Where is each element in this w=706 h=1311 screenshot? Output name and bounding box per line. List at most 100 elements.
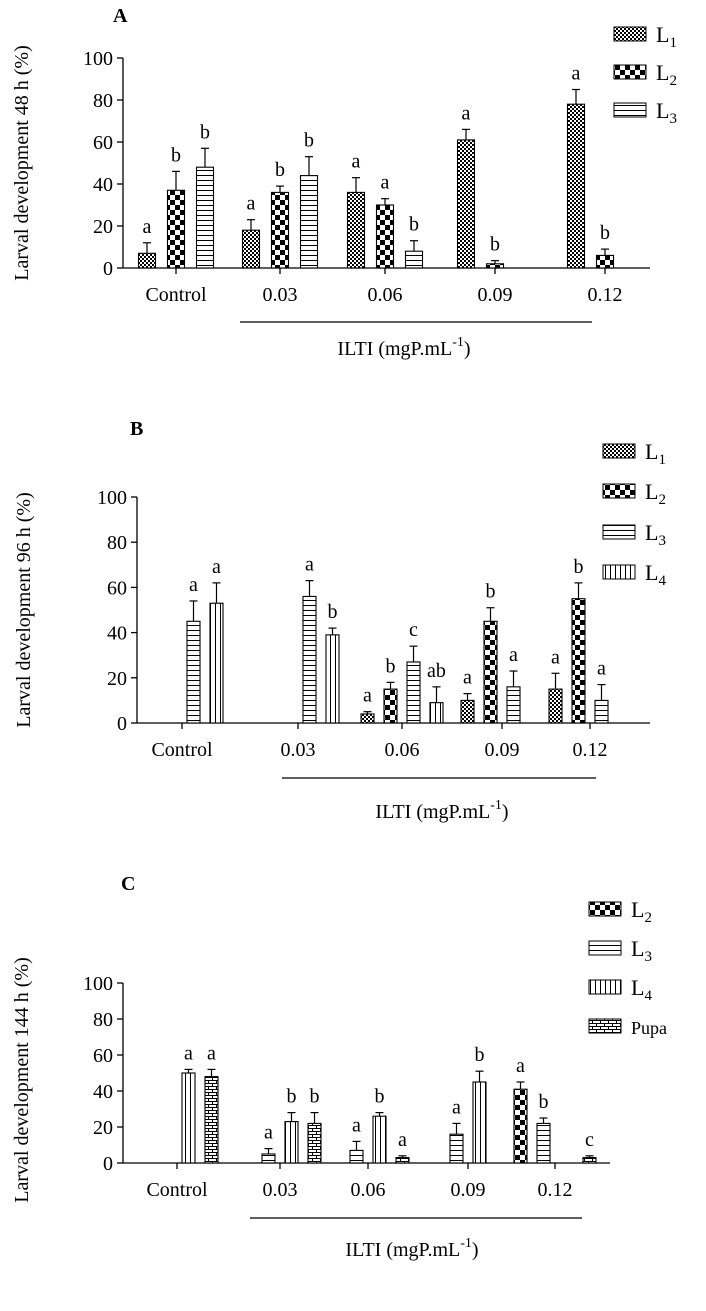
significance-letter: a [143, 216, 152, 238]
legend-swatch-hstripe [613, 102, 647, 118]
legend-label: L2 [656, 60, 677, 89]
y-tick-label: 0 [117, 713, 127, 735]
significance-letter: b [171, 144, 181, 166]
significance-letter: b [486, 581, 496, 603]
significance-letter: b [328, 601, 338, 623]
y-tick-label: 100 [97, 487, 127, 509]
x-tick-label: Control [146, 1179, 208, 1201]
bar-checker-bold [375, 204, 395, 269]
bar-vstripe [209, 602, 224, 724]
significance-letter: a [184, 1042, 193, 1064]
significance-letter: b [275, 159, 285, 181]
significance-letter: a [352, 151, 361, 173]
x-tick-label: 0.09 [478, 284, 513, 306]
y-tick-label: 0 [103, 1153, 113, 1175]
x-tick-label: 0.12 [588, 284, 623, 306]
bar-checker-fine [137, 252, 157, 269]
legend-label: L4 [645, 560, 666, 589]
legend-label: L1 [656, 22, 677, 51]
x-tick-label: 0.03 [263, 284, 298, 306]
legend-swatch-brick [588, 1018, 622, 1034]
significance-letter: a [462, 102, 471, 124]
bar-checker-bold [270, 191, 290, 269]
legend-label: L3 [631, 936, 652, 965]
significance-letter: a [572, 63, 581, 85]
significance-letter: b [310, 1086, 320, 1108]
x-tick-label: 0.09 [451, 1179, 486, 1201]
legend-swatch-checker-bold [588, 901, 622, 917]
x-tick-label: 0.03 [263, 1179, 298, 1201]
significance-letter: b [539, 1091, 549, 1113]
x-tick-label: 0.06 [368, 284, 403, 306]
significance-letter: a [247, 193, 256, 215]
legend-swatch-vstripe [588, 979, 622, 995]
significance-letter: a [207, 1042, 216, 1064]
significance-letter: b [574, 556, 584, 578]
bar-brick [204, 1076, 219, 1164]
significance-letter: b [200, 121, 210, 143]
bar-hstripe [302, 595, 317, 724]
bar-checker-fine [241, 229, 261, 269]
bar-vstripe [472, 1081, 487, 1164]
panel-label: B [130, 418, 143, 440]
x-axis-title: ILTI (mgP.mL-1) [375, 798, 508, 823]
bar-brick [395, 1157, 410, 1164]
bar-vstripe [372, 1115, 387, 1164]
bar-hstripe [186, 620, 201, 724]
bar-hstripe [536, 1122, 551, 1164]
bar-hstripe [594, 699, 609, 724]
bar-vstripe [284, 1121, 299, 1164]
legend-swatch-vstripe [602, 564, 636, 580]
panel-label: A [113, 5, 128, 27]
bar-checker-fine [456, 139, 476, 269]
y-axis-title: Larval development 96 h (%) [13, 492, 35, 727]
bar-hstripe [195, 166, 215, 269]
significance-letter: b [600, 222, 610, 244]
legend-label: L3 [645, 520, 666, 549]
x-tick-label: 0.12 [538, 1179, 573, 1201]
legend-label: L1 [645, 439, 666, 468]
legend-label: Pupa [631, 1018, 667, 1038]
bar-checker-bold [595, 254, 615, 269]
bar-checker-fine [548, 688, 563, 724]
x-tick-label: 0.06 [351, 1179, 386, 1201]
significance-letter: a [212, 556, 221, 578]
bar-checker-bold [571, 598, 586, 724]
y-tick-label: 60 [93, 132, 113, 154]
y-tick-label: 80 [93, 1009, 113, 1031]
legend-swatch-checker-bold [613, 64, 647, 80]
legend-swatch-checker-fine [613, 26, 647, 42]
bar-hstripe [506, 686, 521, 724]
x-axis-title: ILTI (mgP.mL-1) [345, 1236, 478, 1261]
bar-brick [307, 1122, 322, 1164]
x-tick-label: 0.06 [385, 739, 420, 761]
y-axis-title: Larval development 48 h (%) [11, 45, 33, 280]
bar-checker-bold [485, 263, 505, 269]
y-tick-label: 80 [93, 90, 113, 112]
y-tick-label: 100 [83, 48, 113, 70]
significance-letter: b [304, 130, 314, 152]
legend-swatch-checker-fine [602, 443, 636, 459]
significance-letter: a [516, 1055, 525, 1077]
significance-letter: a [264, 1122, 273, 1144]
bar-hstripe [349, 1149, 364, 1164]
significance-letter: b [287, 1086, 297, 1108]
bar-hstripe [406, 661, 421, 724]
bar-brick [582, 1157, 597, 1164]
legend-swatch-hstripe [588, 940, 622, 956]
bar-vstripe [325, 634, 340, 724]
bar-hstripe [299, 175, 319, 269]
bar-vstripe [181, 1072, 196, 1164]
bar-hstripe [404, 250, 424, 269]
significance-letter: c [409, 619, 418, 641]
legend-label: L2 [645, 479, 666, 508]
bar-checker-fine [360, 713, 375, 724]
y-tick-label: 60 [107, 577, 127, 599]
y-tick-label: 100 [83, 973, 113, 995]
legend-label: L3 [656, 98, 677, 127]
bar-checker-bold [483, 620, 498, 724]
x-tick-label: Control [151, 739, 213, 761]
